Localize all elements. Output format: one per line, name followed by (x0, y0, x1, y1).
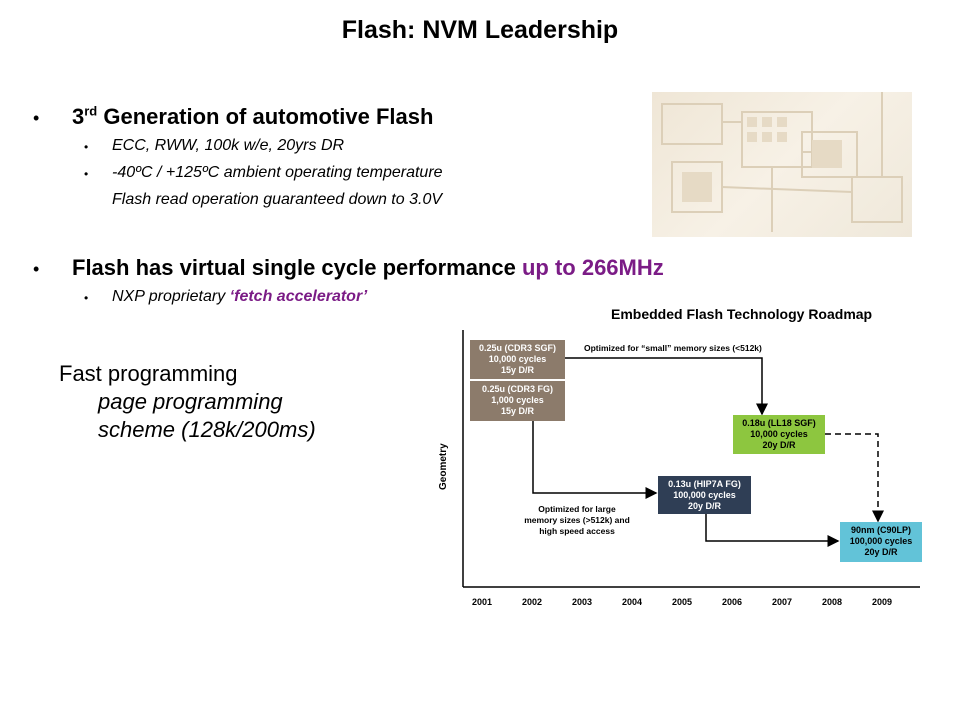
bullet-generation-suffix: rd (84, 103, 98, 119)
sub-bullet-fetch-text: NXP proprietary (112, 288, 230, 305)
node-line: 0.13u (HIP7A FG) (668, 479, 741, 489)
arrow-hip7a-to-c90lp (705, 514, 840, 547)
node-cdr3-fg: 0.25u (CDR3 FG) 1,000 cycles 15y D/R (470, 381, 565, 421)
node-line: 0.25u (CDR3 FG) (481, 384, 553, 394)
arrow-ll18-to-c90lp (825, 433, 884, 523)
bullet-performance-text: Flash has virtual single cycle performan… (72, 255, 522, 280)
sub-bullet-dot: • (84, 291, 89, 305)
node-line: 20y D/R (687, 501, 722, 511)
fast-programming-block: Fast programming page programming scheme… (59, 360, 316, 444)
node-line: 20y D/R (762, 440, 796, 450)
node-hip7a-fg: 0.13u (HIP7A FG) 100,000 cycles 20y D/R (658, 476, 751, 514)
node-line: 15y D/R (500, 406, 535, 416)
arrow-small-path (565, 357, 768, 416)
slide-title: Flash: NVM Leadership (341, 16, 619, 44)
node-line: 10,000 cycles (750, 429, 808, 439)
sub-bullet-ecc: ECC, RWW, 100k w/e, 20yrs DR (112, 137, 345, 154)
node-line: 0.18u (LL18 SGF) (742, 418, 816, 428)
bullet-dot: • (33, 108, 40, 128)
chip-photo (652, 92, 912, 237)
node-line: 0.25u (CDR3 SGF) (478, 343, 556, 353)
x-tick-label: 2008 (821, 597, 843, 607)
x-tick-label: 2002 (521, 597, 543, 607)
sub-bullet-dot: • (84, 167, 89, 181)
note-line: high speed access (539, 526, 615, 536)
node-line: 20y D/R (864, 547, 898, 557)
x-tick-label: 2006 (721, 597, 743, 607)
chip-photo-art (661, 92, 903, 232)
note-line: Optimized for large (538, 504, 616, 514)
sub-bullet-read-voltage: Flash read operation guaranteed down to … (112, 191, 443, 208)
roadmap-title: Embedded Flash Technology Roadmap (611, 306, 873, 322)
node-line: 100,000 cycles (673, 490, 736, 500)
fast-programming-line: page programming (98, 389, 283, 414)
sub-bullet-dot: • (84, 140, 89, 154)
bullet-performance: Flash has virtual single cycle performan… (72, 255, 664, 281)
node-line: 10,000 cycles (488, 354, 547, 364)
note-large-memory: Optimized for large memory sizes (>512k)… (512, 504, 642, 537)
node-line: 1,000 cycles (491, 395, 544, 405)
y-axis-label: Geometry (438, 443, 449, 490)
x-tick-label: 2005 (671, 597, 693, 607)
node-c90lp: 90nm (C90LP) 100,000 cycles 20y D/R (840, 522, 922, 562)
x-tick-label: 2004 (621, 597, 643, 607)
sub-bullet-temperature: -40ºC / +125ºC ambient operating tempera… (112, 164, 443, 181)
x-tick-label: 2009 (871, 597, 893, 607)
bullet-generation-number: 3 (72, 104, 85, 129)
sub-bullet-fetch-accent: ‘fetch accelerator’ (229, 288, 368, 305)
bullet-dot: • (33, 259, 40, 279)
note-line: memory sizes (>512k) and (524, 515, 630, 525)
node-line: 15y D/R (500, 365, 535, 375)
bullet-performance-accent: up to 266MHz (521, 255, 664, 280)
x-tick-label: 2001 (471, 597, 493, 607)
note-small-memory: Optimized for “small” memory sizes (<512… (584, 343, 762, 353)
bullet-generation-text: Generation of automotive Flash (97, 104, 434, 129)
arrow-large-path (532, 421, 658, 499)
x-tick-label: 2007 (771, 597, 793, 607)
fast-programming-line: scheme (128k/200ms) (98, 417, 316, 442)
node-line: 100,000 cycles (849, 536, 913, 546)
x-tick-label: 2003 (571, 597, 593, 607)
fast-programming-heading: Fast programming (59, 361, 238, 386)
node-cdr3-sgf: 0.25u (CDR3 SGF) 10,000 cycles 15y D/R (470, 340, 565, 379)
sub-bullet-fetch: NXP proprietary ‘fetch accelerator’ (112, 288, 367, 306)
node-ll18-sgf: 0.18u (LL18 SGF) 10,000 cycles 20y D/R (733, 415, 825, 454)
node-line: 90nm (C90LP) (850, 525, 912, 535)
bullet-generation: 3rd Generation of automotive Flash (72, 104, 433, 130)
